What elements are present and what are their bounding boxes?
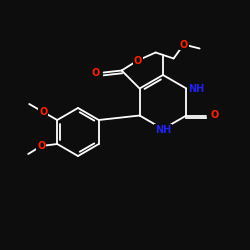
Text: O: O (134, 56, 142, 66)
Text: O: O (210, 110, 219, 120)
Text: O: O (39, 107, 47, 117)
Text: O: O (91, 68, 100, 78)
Text: O: O (37, 141, 45, 151)
Text: NH: NH (188, 84, 205, 94)
Text: O: O (180, 40, 188, 50)
Text: NH: NH (155, 125, 171, 135)
